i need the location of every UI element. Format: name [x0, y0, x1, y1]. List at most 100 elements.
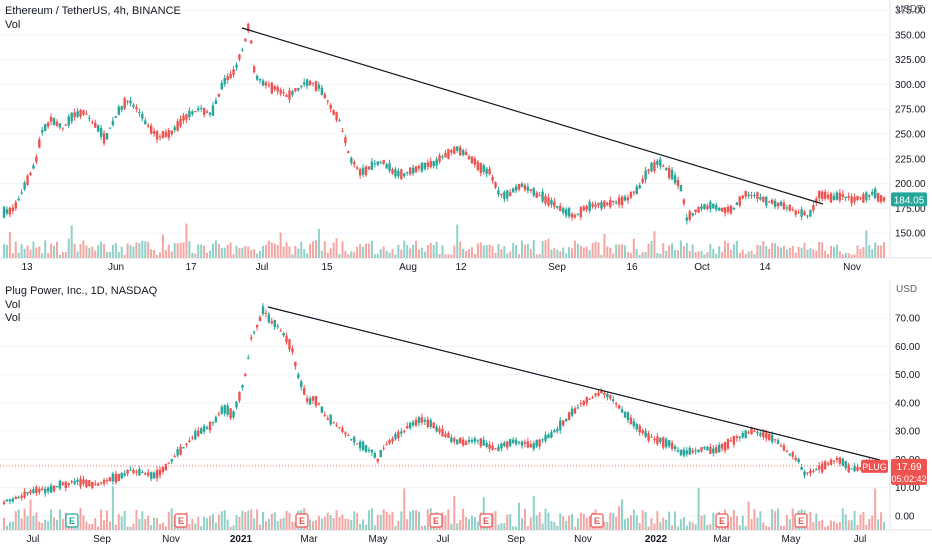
volume-bar: [835, 523, 838, 530]
volume-bar: [100, 509, 103, 530]
volume-bar: [785, 249, 788, 258]
candle-body: [164, 131, 168, 137]
volume-bar: [176, 243, 179, 258]
candle-body: [556, 205, 559, 208]
volume-bar: [582, 247, 585, 258]
volume-bar: [847, 520, 850, 530]
volume-bar: [732, 510, 735, 530]
candle-body: [470, 440, 474, 442]
volume-bar: [164, 250, 167, 258]
volume-bar: [226, 519, 229, 530]
candle-body: [532, 443, 535, 449]
candle-body: [176, 121, 179, 131]
candle-body: [444, 433, 447, 437]
volume-bar: [509, 251, 512, 258]
candle-body: [403, 173, 406, 177]
candle-body: [261, 306, 265, 314]
candle-body: [720, 207, 724, 212]
volume-bar: [38, 246, 41, 258]
candle-body: [367, 166, 371, 170]
candle-body: [252, 332, 256, 334]
volume-bar: [832, 246, 835, 258]
volume-bar: [676, 250, 679, 258]
volume-bar: [532, 239, 535, 258]
volume-bar: [335, 510, 338, 530]
candle-body: [762, 431, 765, 438]
x-tick-label: 17: [185, 262, 197, 273]
y-tick-label: 0.00: [895, 511, 915, 522]
volume-bar: [685, 525, 688, 530]
volume-bar: [756, 244, 759, 258]
candle-body: [167, 462, 171, 464]
candle-body: [856, 195, 859, 201]
candle-body: [500, 443, 503, 449]
volume-bar: [568, 515, 571, 530]
volume-bar: [544, 508, 547, 530]
y-tick-label: 10.00: [895, 483, 920, 494]
candle-body: [417, 166, 421, 169]
volume-bar: [488, 244, 491, 258]
volume-bar: [470, 247, 473, 258]
candle-body: [270, 321, 274, 324]
candle-body: [791, 209, 794, 211]
volume-bar: [55, 520, 58, 530]
volume-bar: [153, 249, 156, 258]
volume-bar: [47, 521, 50, 530]
candle-body: [794, 457, 797, 460]
volume-bar: [659, 522, 662, 530]
volume-bar: [29, 249, 32, 258]
volume-bar: [703, 514, 706, 530]
candle-body: [862, 194, 865, 203]
volume-bar: [606, 246, 609, 258]
y-tick-label: 40.00: [895, 398, 920, 409]
volume-bar: [435, 241, 438, 258]
candle-body: [750, 195, 753, 197]
candle-body: [629, 417, 633, 425]
candle-body: [509, 192, 512, 196]
candle-body: [541, 439, 544, 441]
volume-bar: [712, 512, 715, 530]
volume-bar: [50, 243, 53, 258]
candle-body: [506, 441, 509, 448]
candle-body: [102, 479, 106, 484]
volume-bar: [576, 518, 579, 530]
candle-body: [482, 439, 485, 446]
candle-body: [535, 192, 538, 198]
candle-body: [626, 197, 630, 201]
volume-bar: [865, 524, 868, 530]
volume-bar: [779, 525, 782, 530]
candle-body: [147, 125, 150, 127]
volume-bar: [150, 249, 153, 258]
volume-bar: [409, 511, 412, 530]
volume-bar: [662, 243, 665, 258]
volume-bar: [588, 516, 591, 530]
volume-bar: [856, 245, 859, 258]
volume-bar: [229, 526, 232, 530]
volume-bar: [229, 242, 232, 258]
candle-body: [679, 449, 683, 456]
volume-bar: [688, 251, 691, 258]
candle-body: [370, 161, 374, 170]
candle-body: [429, 160, 432, 168]
candle-body: [300, 381, 303, 388]
volume-bar: [509, 513, 512, 530]
candle-body: [747, 194, 750, 197]
volume-bar: [170, 251, 173, 258]
volume-bar: [550, 249, 553, 258]
candle-body: [88, 480, 91, 487]
candle-body: [361, 441, 365, 451]
volume-bar: [385, 250, 388, 258]
volume-bar: [600, 254, 603, 258]
y-tick-label: 300.00: [895, 80, 926, 91]
candle-body: [141, 472, 144, 474]
candle-body: [635, 423, 638, 430]
volume-bar: [94, 518, 97, 530]
volume-bar: [256, 509, 259, 530]
candle-body: [300, 86, 303, 88]
candle-body: [700, 447, 703, 452]
candle-body: [797, 212, 800, 214]
candle-body: [247, 23, 250, 32]
volume-bar: [209, 516, 212, 530]
